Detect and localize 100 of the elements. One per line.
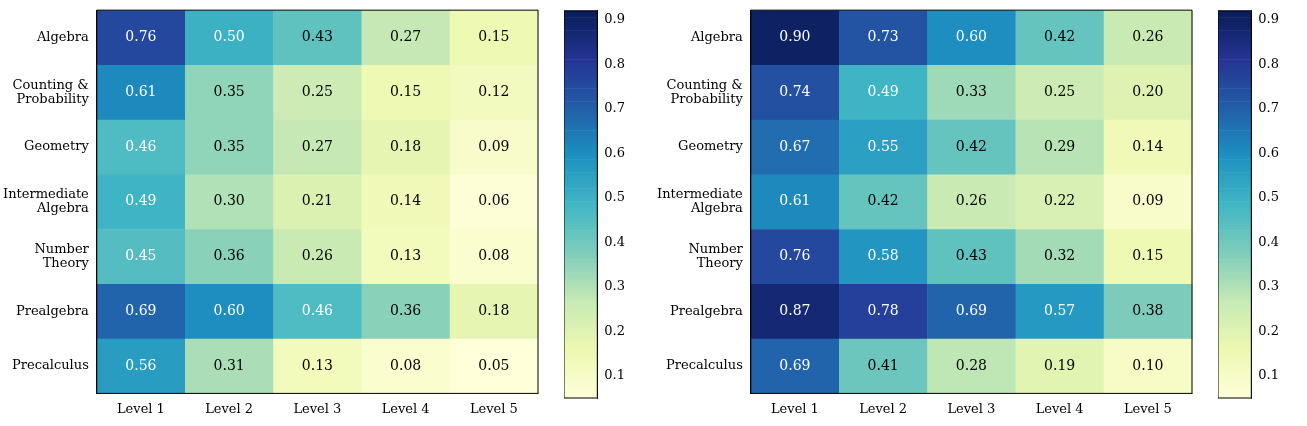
color-bar-label: 0.8 — [604, 55, 626, 71]
y-tick-label: Geometry — [678, 138, 744, 154]
data-label: 0.46 — [301, 301, 334, 318]
data-label: 0.45 — [125, 247, 157, 264]
color-bar-label: 0.3 — [604, 278, 626, 294]
data-label: 0.73 — [867, 28, 899, 45]
data-label: 0.43 — [301, 28, 333, 45]
data-label: 0.76 — [779, 247, 811, 264]
data-label: 0.61 — [779, 192, 811, 209]
data-label: 0.13 — [390, 247, 422, 264]
data-label: 0.29 — [1044, 137, 1076, 154]
data-label: 0.67 — [779, 137, 811, 154]
data-label: 0.09 — [478, 137, 510, 154]
x-tick-label: Level 4 — [381, 400, 430, 416]
data-label: 0.32 — [1044, 247, 1076, 264]
data-label: 0.18 — [478, 301, 510, 318]
data-label: 0.38 — [1132, 301, 1164, 318]
data-label: 0.31 — [213, 356, 245, 373]
data-label: 0.15 — [478, 28, 510, 45]
data-label: 0.08 — [390, 356, 422, 373]
data-label: 0.25 — [301, 82, 333, 99]
color-bar-label: 0.4 — [1258, 233, 1280, 249]
data-label: 0.28 — [955, 356, 987, 373]
data-label: 0.69 — [125, 301, 157, 318]
color-bar-label: 0.1 — [604, 367, 626, 383]
data-label: 0.15 — [390, 82, 422, 99]
color-bar-label: 0.9 — [1258, 11, 1280, 27]
data-label: 0.36 — [213, 247, 245, 264]
data-label: 0.78 — [867, 301, 899, 318]
color-bar-label: 0.3 — [1258, 278, 1280, 294]
data-label: 0.55 — [867, 137, 899, 154]
y-tick-label: Number Theory — [34, 240, 90, 271]
data-label: 0.13 — [301, 356, 333, 373]
data-label: 0.05 — [478, 356, 510, 373]
data-label: 0.33 — [955, 82, 987, 99]
y-tick-label: Geometry — [24, 138, 90, 154]
data-label: 0.12 — [478, 82, 510, 99]
data-label: 0.09 — [1132, 192, 1164, 209]
y-tick-label: Number Theory — [688, 240, 744, 271]
data-label: 0.87 — [779, 301, 811, 318]
data-label: 0.20 — [1132, 82, 1164, 99]
data-label: 0.26 — [955, 192, 988, 209]
data-label: 0.57 — [1044, 301, 1076, 318]
data-label: 0.30 — [213, 192, 245, 209]
data-label: 0.42 — [867, 192, 899, 209]
data-label: 0.50 — [213, 28, 245, 45]
data-label: 0.25 — [1044, 82, 1076, 99]
x-tick-label: Level 3 — [293, 400, 342, 416]
data-label: 0.22 — [1044, 192, 1076, 209]
x-tick-label: Level 1 — [116, 400, 165, 416]
data-label: 0.90 — [779, 28, 811, 45]
y-tick-label: Precalculus — [12, 357, 89, 373]
color-bar-label: 0.7 — [1258, 100, 1280, 116]
data-label: 0.26 — [1132, 28, 1164, 45]
data-label: 0.14 — [390, 192, 422, 209]
x-tick-label: Level 5 — [469, 400, 518, 416]
data-label: 0.69 — [955, 301, 987, 318]
color-bar-label: 0.8 — [1258, 55, 1280, 71]
y-tick-label: Counting & Probability — [12, 76, 90, 106]
data-label: 0.49 — [125, 192, 157, 209]
data-label: 0.19 — [1044, 356, 1076, 373]
color-bar-label: 0.5 — [604, 189, 626, 205]
y-tick-label: Algebra — [35, 28, 90, 44]
x-tick-label: Level 4 — [1035, 400, 1084, 416]
data-label: 0.36 — [390, 301, 422, 318]
x-tick-label: Level 2 — [205, 400, 254, 416]
color-bar-label: 0.2 — [1258, 322, 1280, 338]
data-label: 0.27 — [301, 137, 333, 154]
y-tick-label: Algebra — [689, 28, 744, 44]
data-label: 0.35 — [213, 82, 245, 99]
data-label: 0.14 — [1132, 137, 1164, 154]
data-label: 0.56 — [125, 356, 157, 373]
data-label: 0.15 — [1132, 247, 1164, 264]
color-bar-label: 0.5 — [1258, 189, 1280, 205]
data-label: 0.76 — [125, 28, 157, 45]
data-label: 0.10 — [1132, 356, 1164, 373]
data-label: 0.74 — [779, 82, 811, 99]
data-label: 0.27 — [390, 28, 422, 45]
data-label: 0.08 — [478, 247, 510, 264]
data-label: 0.21 — [301, 192, 333, 209]
y-tick-label: Prealgebra — [669, 302, 744, 318]
data-label: 0.60 — [955, 28, 987, 45]
data-label: 0.58 — [867, 247, 899, 264]
x-tick-label: Level 5 — [1123, 400, 1172, 416]
x-tick-label: Level 3 — [947, 400, 996, 416]
data-label: 0.41 — [867, 356, 899, 373]
y-tick-label: Intermediate Algebra — [657, 186, 744, 216]
data-label: 0.42 — [1044, 28, 1076, 45]
data-label: 0.06 — [478, 192, 510, 209]
data-label: 0.69 — [779, 356, 811, 373]
data-label: 0.26 — [301, 247, 334, 264]
color-bar-label: 0.2 — [604, 322, 626, 338]
color-bar-label: 0.9 — [604, 11, 626, 27]
x-tick-label: Level 1 — [770, 400, 819, 416]
x-tick-label: Level 2 — [859, 400, 908, 416]
data-label: 0.60 — [213, 301, 245, 318]
data-label: 0.43 — [955, 247, 987, 264]
data-label: 0.18 — [390, 137, 422, 154]
data-label: 0.49 — [867, 82, 899, 99]
color-bar-label: 0.1 — [1258, 367, 1280, 383]
